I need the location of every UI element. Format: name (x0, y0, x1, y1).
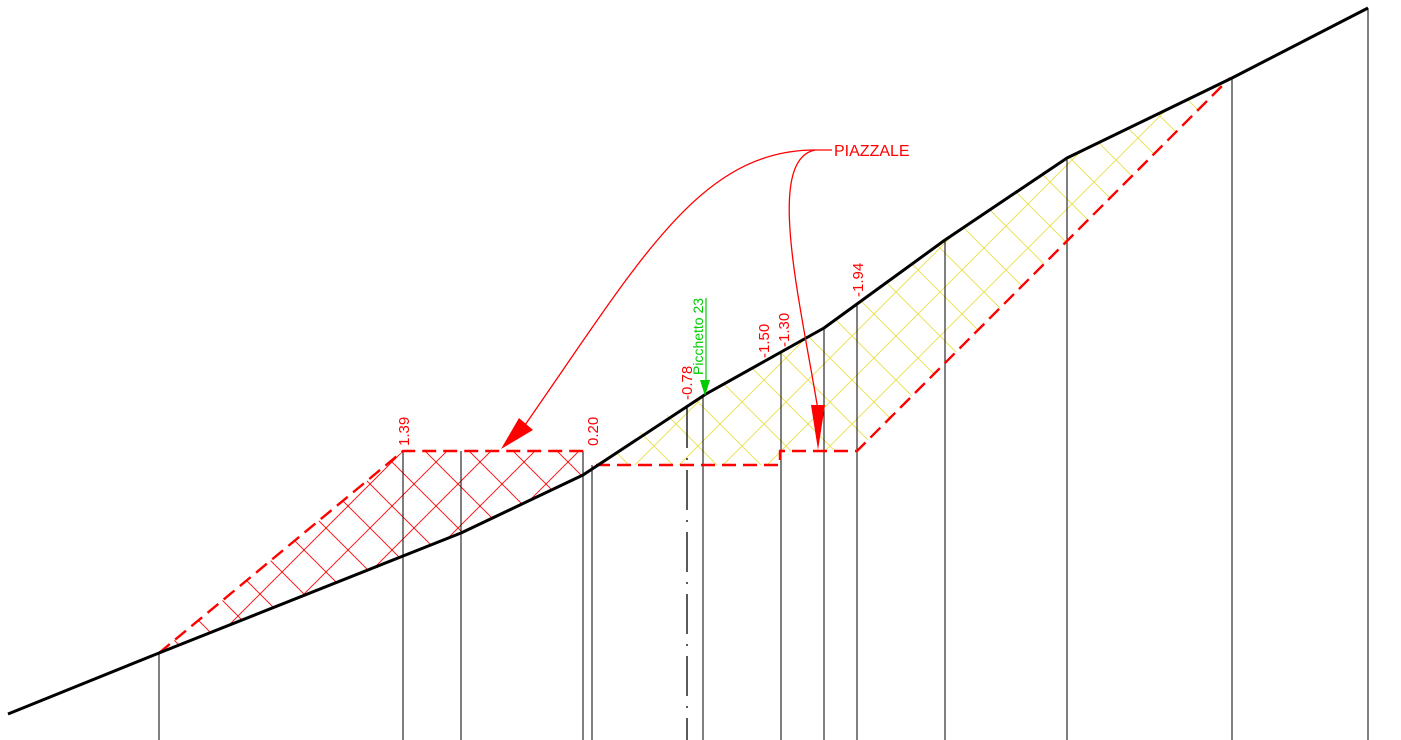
station-marker: Picchetto 23 (690, 298, 710, 396)
hatch-line (590, 440, 810, 660)
hatch-line (1069, 78, 1230, 465)
hatch-line (981, 78, 1230, 465)
hatch-line (937, 78, 1230, 465)
elevation-label: -1.94 (850, 263, 867, 297)
hatch-line (893, 78, 1230, 465)
hatch-line (1157, 78, 1230, 465)
elevation-label: 1.39 (396, 417, 413, 446)
hatch-line (159, 451, 371, 653)
callout-arrows (524, 149, 832, 426)
hatch-line (673, 78, 1075, 465)
hatch-line (159, 451, 239, 653)
hatch-line (325, 451, 547, 653)
hatch-line (590, 440, 810, 660)
elevation-label: -0.78 (679, 366, 696, 400)
hatch-line (159, 451, 371, 653)
hatch-line (413, 451, 586, 653)
callout-arrowhead-left (501, 418, 533, 449)
ground-line (7, 6, 1369, 716)
hatch-line (600, 78, 987, 465)
hatch-line (893, 78, 1230, 465)
hatch-line (159, 451, 283, 653)
hatch-line (457, 451, 586, 653)
callout-leader-line (788, 149, 819, 411)
hatch-line (1157, 78, 1230, 465)
hatch-line (159, 451, 195, 653)
station-marker-label: Picchetto 23 (690, 298, 706, 375)
hatch-line (981, 78, 1230, 465)
callout-label: PIAZZALE (834, 143, 910, 160)
hatch-line (159, 451, 327, 653)
fill-hatch-region (0, 440, 810, 660)
hatch-line (159, 451, 327, 653)
hatch-line (1113, 78, 1230, 465)
elevation-label: 0.20 (585, 417, 602, 446)
cut-hatch-region (190, 70, 1230, 470)
hatch-line (190, 70, 590, 470)
hatch-line (600, 78, 635, 465)
hatch-line (190, 70, 590, 470)
hatch-line (600, 78, 943, 465)
hatch-line (600, 78, 723, 465)
hatch-line (545, 451, 586, 653)
station-marker-arrow (700, 380, 710, 396)
callout-arrowhead-right (811, 405, 825, 450)
callout-leader-line (524, 149, 832, 426)
hatch-line (159, 451, 195, 653)
hatch-line (501, 451, 586, 653)
hatch-line (1113, 78, 1230, 465)
hatch-line (600, 78, 811, 465)
hatch-line (1069, 78, 1230, 465)
elevation-labels: 1.39 0.20 -0.78 -1.50 -1.30 -1.94 (396, 263, 867, 446)
hatch-line (159, 451, 283, 653)
vertical-reference-lines (158, 8, 1369, 740)
design-profile-fill-side (158, 449, 586, 654)
design-profile (158, 77, 1231, 654)
hatch-line (0, 440, 150, 660)
hatch-line (1025, 78, 1230, 465)
hatch-line (600, 78, 767, 465)
hatch-line (600, 78, 987, 465)
hatch-line (600, 78, 679, 465)
hatch-line (1025, 78, 1230, 465)
elevation-label: -1.30 (776, 313, 793, 347)
hatch-line (629, 78, 1031, 465)
elevation-label: -1.50 (756, 324, 773, 358)
hatch-line (600, 78, 635, 465)
hatch-line (600, 78, 723, 465)
hatch-line (937, 78, 1230, 465)
hatch-line (849, 78, 1230, 465)
hatch-line (0, 440, 150, 660)
hatch-line (600, 78, 679, 465)
hatch-line (600, 78, 899, 465)
design-profile-cut-side (596, 77, 1231, 467)
hatch-line (849, 78, 1230, 465)
